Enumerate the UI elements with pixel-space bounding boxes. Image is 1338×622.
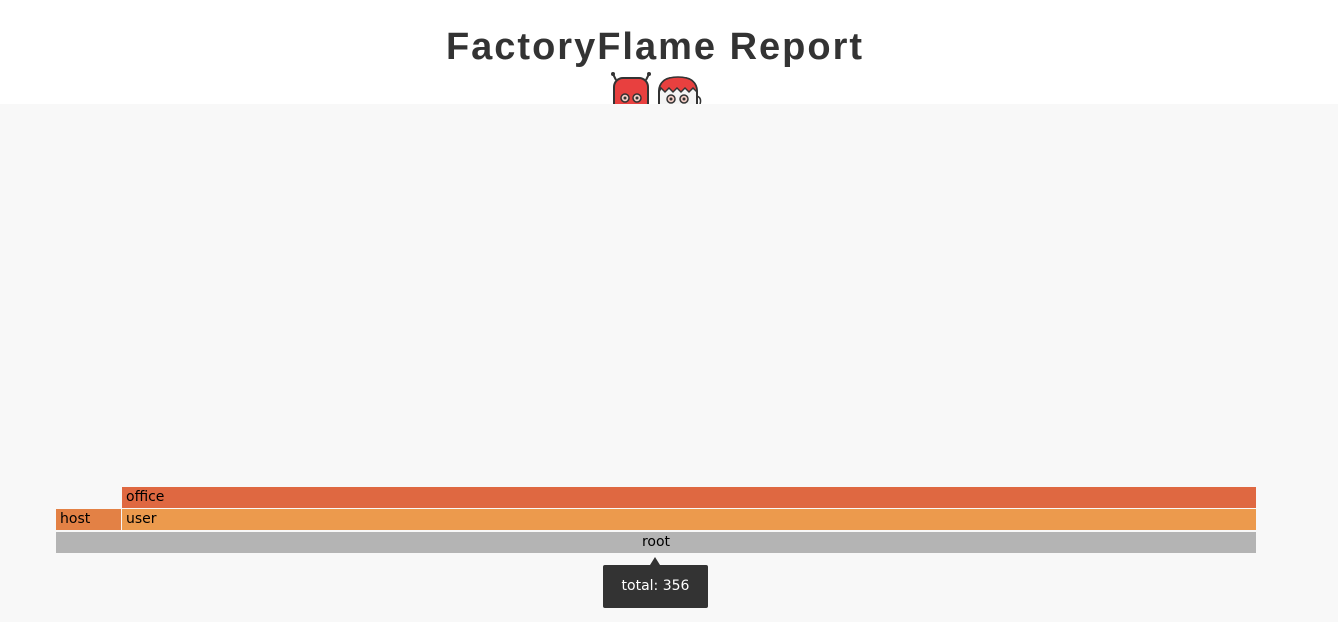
red-haired-mascot-icon <box>658 76 702 104</box>
total-tooltip: total: 356 <box>603 565 708 608</box>
frame-label: user <box>126 511 157 527</box>
frame-label: office <box>126 489 165 505</box>
tooltip-arrow <box>650 557 660 565</box>
page-title: FactoryFlame Report <box>445 26 865 68</box>
red-robot-mascot-icon <box>611 72 651 104</box>
mascot-logo <box>611 72 705 104</box>
flame-frame-office[interactable]: office <box>122 487 1256 508</box>
flame-frame-host[interactable]: host <box>56 509 121 530</box>
flamegraph-chart: office host user root total: 356 <box>0 104 1338 622</box>
frame-label: host <box>60 511 91 527</box>
flame-frame-user[interactable]: user <box>122 509 1256 530</box>
frame-label: root <box>641 534 671 550</box>
report-header: FactoryFlame Report <box>0 0 1338 104</box>
flame-frame-root[interactable]: root <box>56 532 1256 553</box>
